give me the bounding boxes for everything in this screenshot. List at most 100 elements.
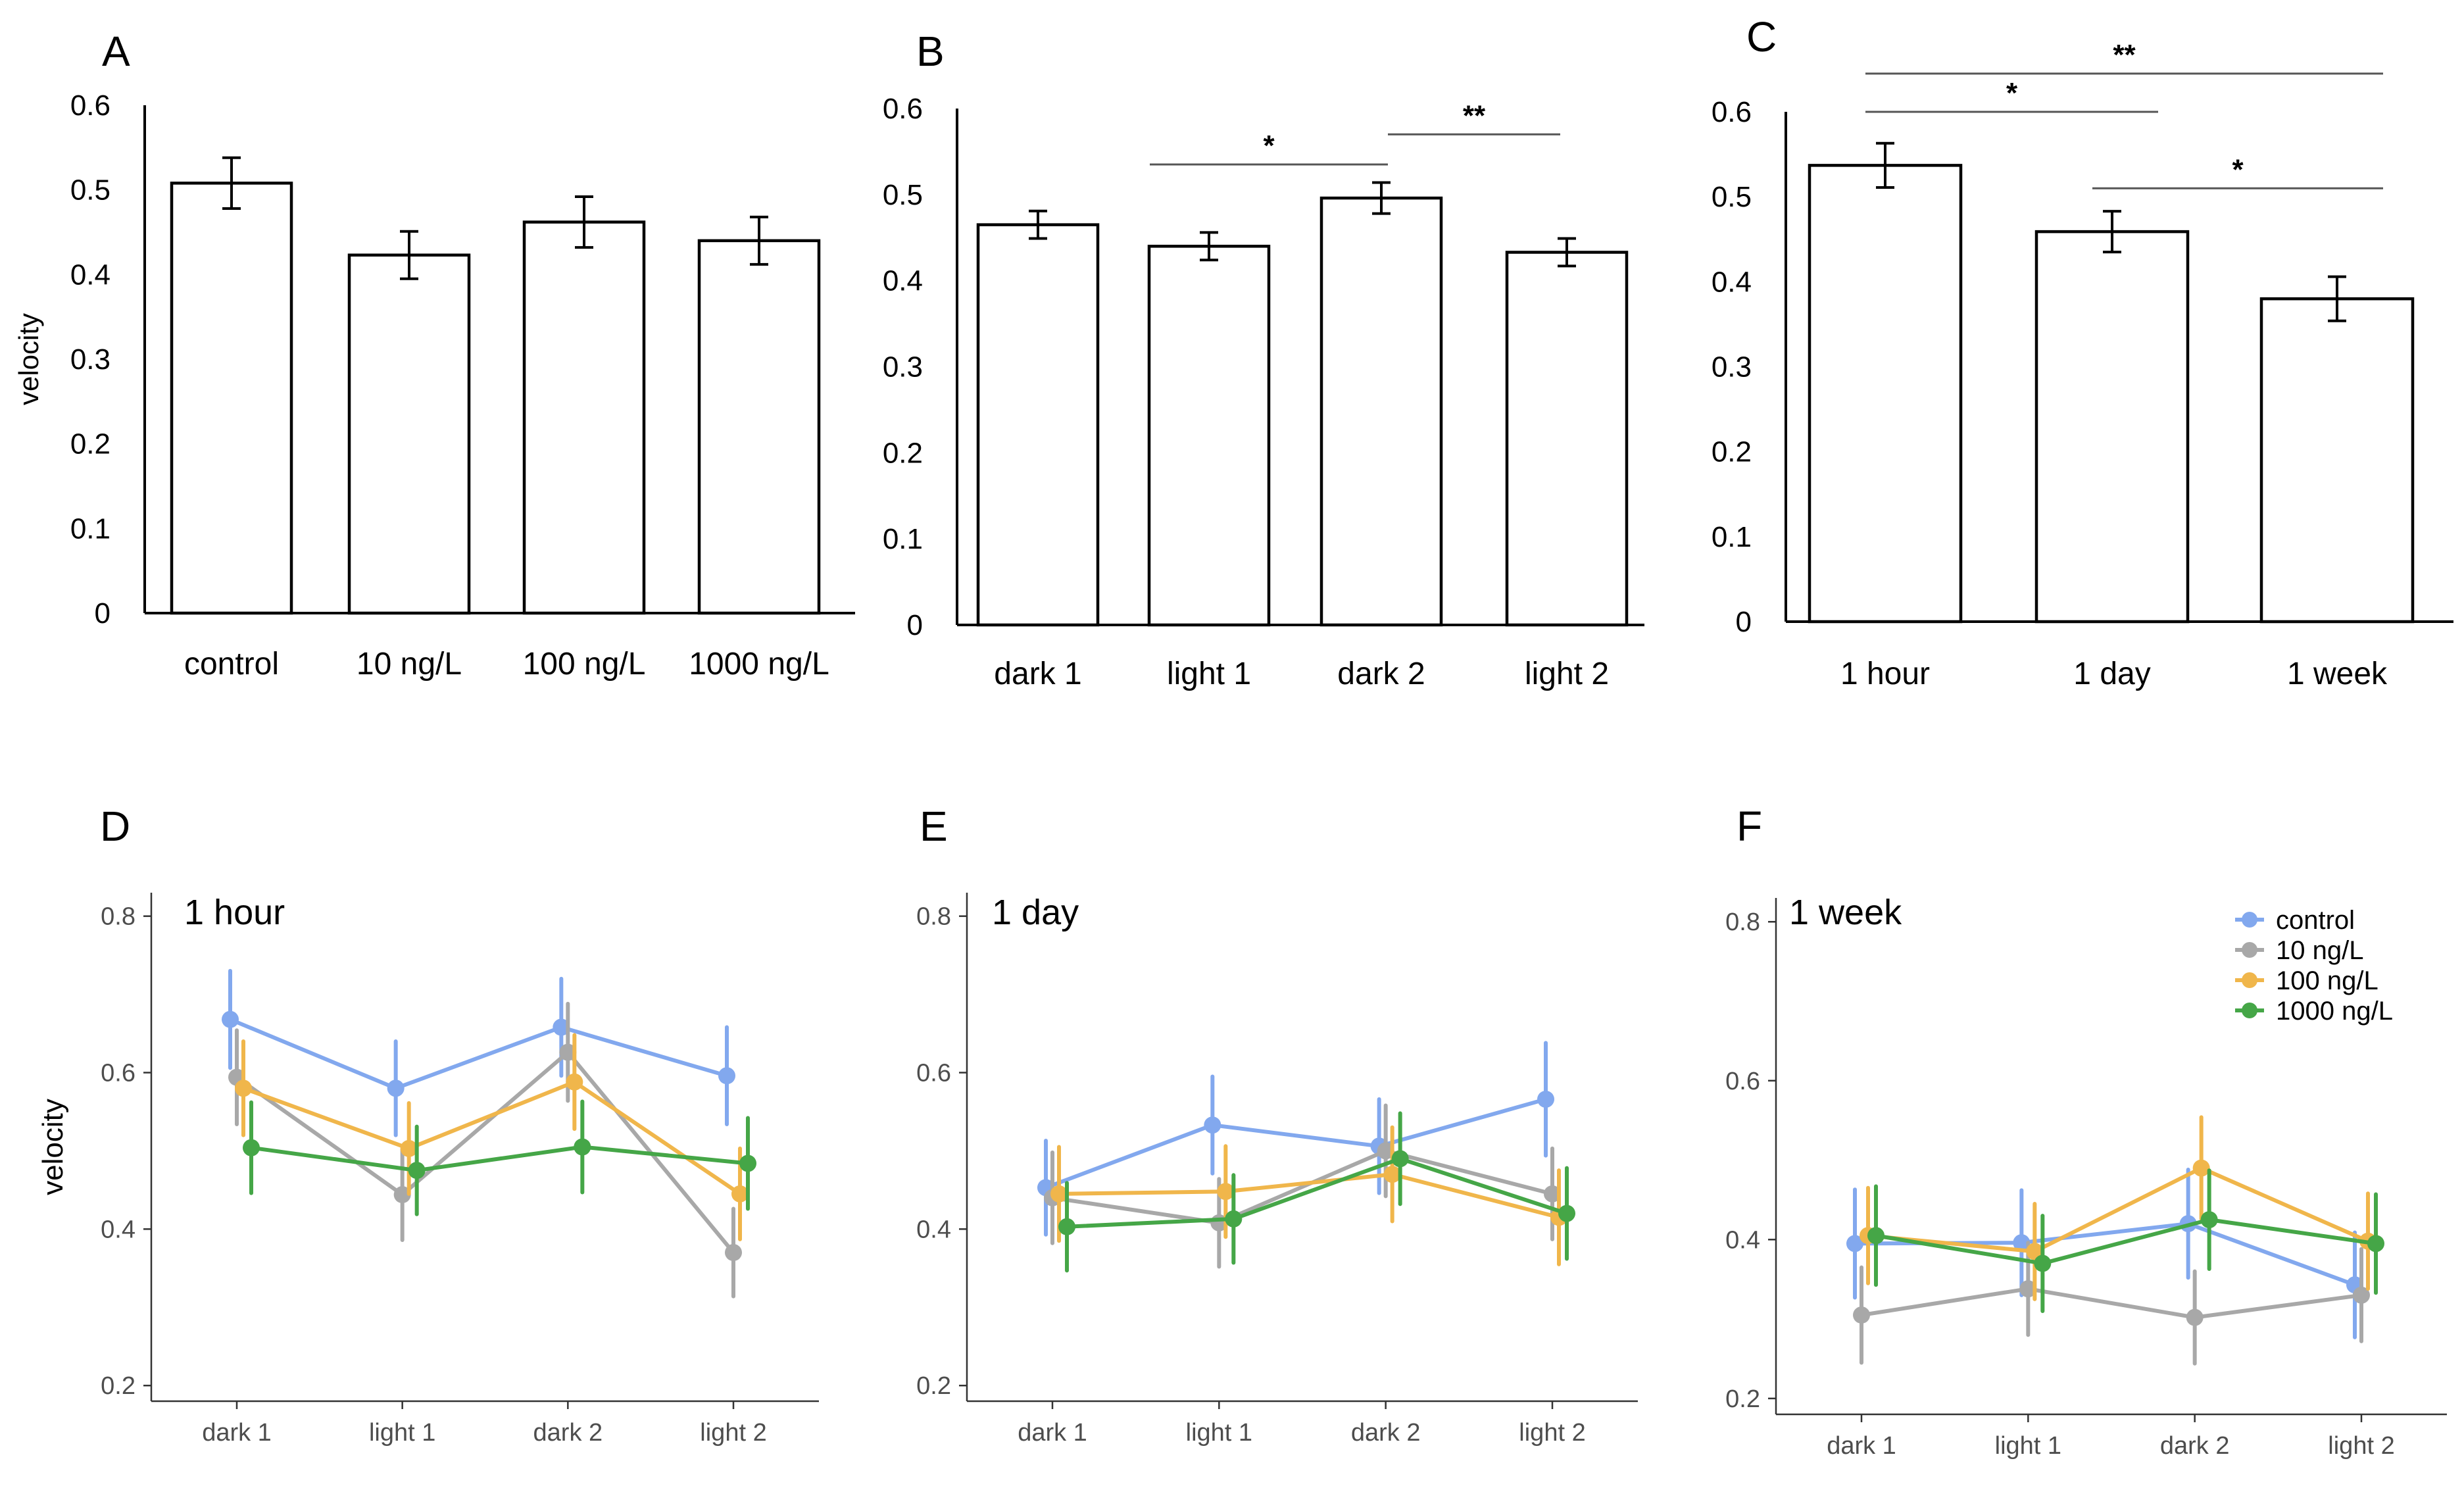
series-line: [1045, 1097, 1546, 1190]
data-point: [2353, 1286, 2370, 1304]
y-tick-label: 0.8: [916, 903, 951, 931]
significance-marker: **: [1463, 99, 1486, 132]
data-point: [2192, 1159, 2210, 1177]
y-tick-label: 0.6: [101, 1060, 136, 1087]
bar: [522, 220, 646, 615]
panel-a: A 0 0.1 0.2 0.3 0.4 0.5 0.6 velocity control 10 ng…: [13, 28, 855, 682]
bar: [2034, 230, 2190, 624]
x-tick-label: dark 1: [1018, 1419, 1087, 1447]
y-tick-label: 0.3: [883, 351, 923, 384]
series-10-ng-l: [1853, 1241, 2370, 1366]
data-point: [731, 1185, 749, 1203]
data-point: [2367, 1235, 2384, 1253]
x-tick-label: 1000 ng/L: [689, 647, 829, 682]
y-tick-label: 0.2: [70, 428, 111, 460]
series-line: [229, 1017, 727, 1091]
y-tick-label: 0.2: [1712, 436, 1752, 468]
y-tick-label: 0.2: [1725, 1385, 1760, 1413]
panel-e: E 0.2 0.4 0.6 0.8 dark 1 light 1 dark 2 light 2 1…: [916, 803, 1638, 1447]
series-100-ng-l: [235, 1033, 749, 1241]
data-point: [1204, 1116, 1221, 1134]
panel-d: D 0.2 0.4 0.6 0.8 dark 1 light 1 dark 2 light 2 v…: [37, 803, 819, 1447]
y-tick-label: 0.5: [70, 174, 111, 207]
data-point: [387, 1080, 405, 1097]
x-tick-label: light 1: [1995, 1432, 2061, 1460]
legend-label: 1000 ng/L: [2276, 997, 2393, 1026]
data-point: [1544, 1185, 1561, 1203]
panel-letter: E: [920, 803, 948, 850]
y-tick-label: 0.1: [883, 523, 923, 555]
bar: [697, 239, 821, 615]
y-tick-label: 0.8: [101, 903, 136, 931]
y-tick-label: 0.5: [883, 179, 923, 211]
panel-letter: A: [102, 28, 130, 75]
significance-marker: *: [1263, 130, 1275, 162]
y-tick-label: 0: [907, 609, 923, 641]
data-point: [718, 1067, 735, 1085]
y-tick-label: 0.4: [101, 1216, 136, 1243]
series-line: [1861, 1287, 2362, 1320]
data-point: [1867, 1227, 1885, 1245]
series-100-ng-l: [1860, 1115, 2377, 1301]
y-tick-label: 0.8: [1725, 908, 1760, 936]
y-tick-label: 0.4: [1712, 266, 1752, 298]
data-point: [408, 1162, 426, 1180]
x-tick-label: light 1: [369, 1419, 435, 1447]
data-point: [393, 1186, 411, 1204]
series-line: [1854, 1222, 2356, 1287]
series-1000-ng-l: [1058, 1111, 1575, 1273]
series-100-ng-l: [1050, 1125, 1567, 1266]
series-1000-ng-l: [243, 1099, 756, 1216]
data-point: [2034, 1254, 2052, 1272]
legend-label: 100 ng/L: [2276, 966, 2378, 995]
series-control: [1846, 1168, 2363, 1339]
data-point: [574, 1138, 591, 1156]
y-tick-label: 0.2: [101, 1372, 136, 1400]
x-tick-label: light 2: [700, 1419, 766, 1447]
bar: [1808, 164, 1963, 624]
y-tick-label: 0: [95, 597, 111, 630]
panel-title: 1 day: [992, 893, 1079, 932]
y-tick-label: 0.1: [70, 512, 111, 545]
data-point: [1391, 1150, 1409, 1168]
significance-marker: *: [2006, 77, 2018, 109]
panel-b: B 0 0.1 0.2 0.3 0.4 0.5 0.6 dark 1 light 1 dark 2 l…: [883, 28, 1644, 691]
data-point: [235, 1080, 252, 1097]
y-tick-label: 0.6: [916, 1060, 951, 1087]
data-point: [1058, 1218, 1075, 1235]
bar: [1147, 245, 1271, 627]
panel-c: C00.10.20.30.40.50.61 hour 1 day 1 week***…: [1712, 13, 2453, 691]
y-tick-label: 0.4: [1725, 1226, 1760, 1254]
data-point: [1377, 1142, 1394, 1160]
panel-title: 1 hour: [184, 893, 285, 932]
bar: [347, 253, 471, 615]
data-point: [2186, 1308, 2204, 1326]
x-tick-label: dark 2: [1337, 657, 1425, 691]
series-line: [1867, 1166, 2369, 1254]
x-tick-label: 1 week: [2287, 657, 2388, 691]
y-tick-label: 0.4: [916, 1216, 951, 1243]
bar: [2259, 297, 2415, 624]
series-line: [1052, 1149, 1553, 1225]
y-axis-label: velocity: [13, 313, 44, 405]
data-point: [400, 1139, 418, 1157]
data-point: [2019, 1280, 2037, 1298]
x-tick-label: dark 1: [994, 657, 1081, 691]
data-point: [243, 1139, 260, 1156]
series-10-ng-l: [228, 1001, 742, 1299]
x-tick-label: light 1: [1167, 657, 1251, 691]
x-tick-label: 1 day: [2073, 657, 2150, 691]
series-line: [1066, 1156, 1567, 1229]
data-point: [559, 1043, 577, 1061]
data-point: [1217, 1183, 1235, 1201]
data-point: [1050, 1185, 1068, 1203]
x-tick-label: control: [184, 647, 279, 682]
panel-letter: C: [1746, 13, 1777, 61]
data-point: [1846, 1235, 1863, 1253]
y-tick-label: 0.2: [916, 1372, 951, 1400]
data-point: [739, 1155, 756, 1172]
x-tick-label: 100 ng/L: [523, 647, 646, 682]
data-point: [566, 1073, 583, 1091]
data-point: [2013, 1234, 2031, 1252]
